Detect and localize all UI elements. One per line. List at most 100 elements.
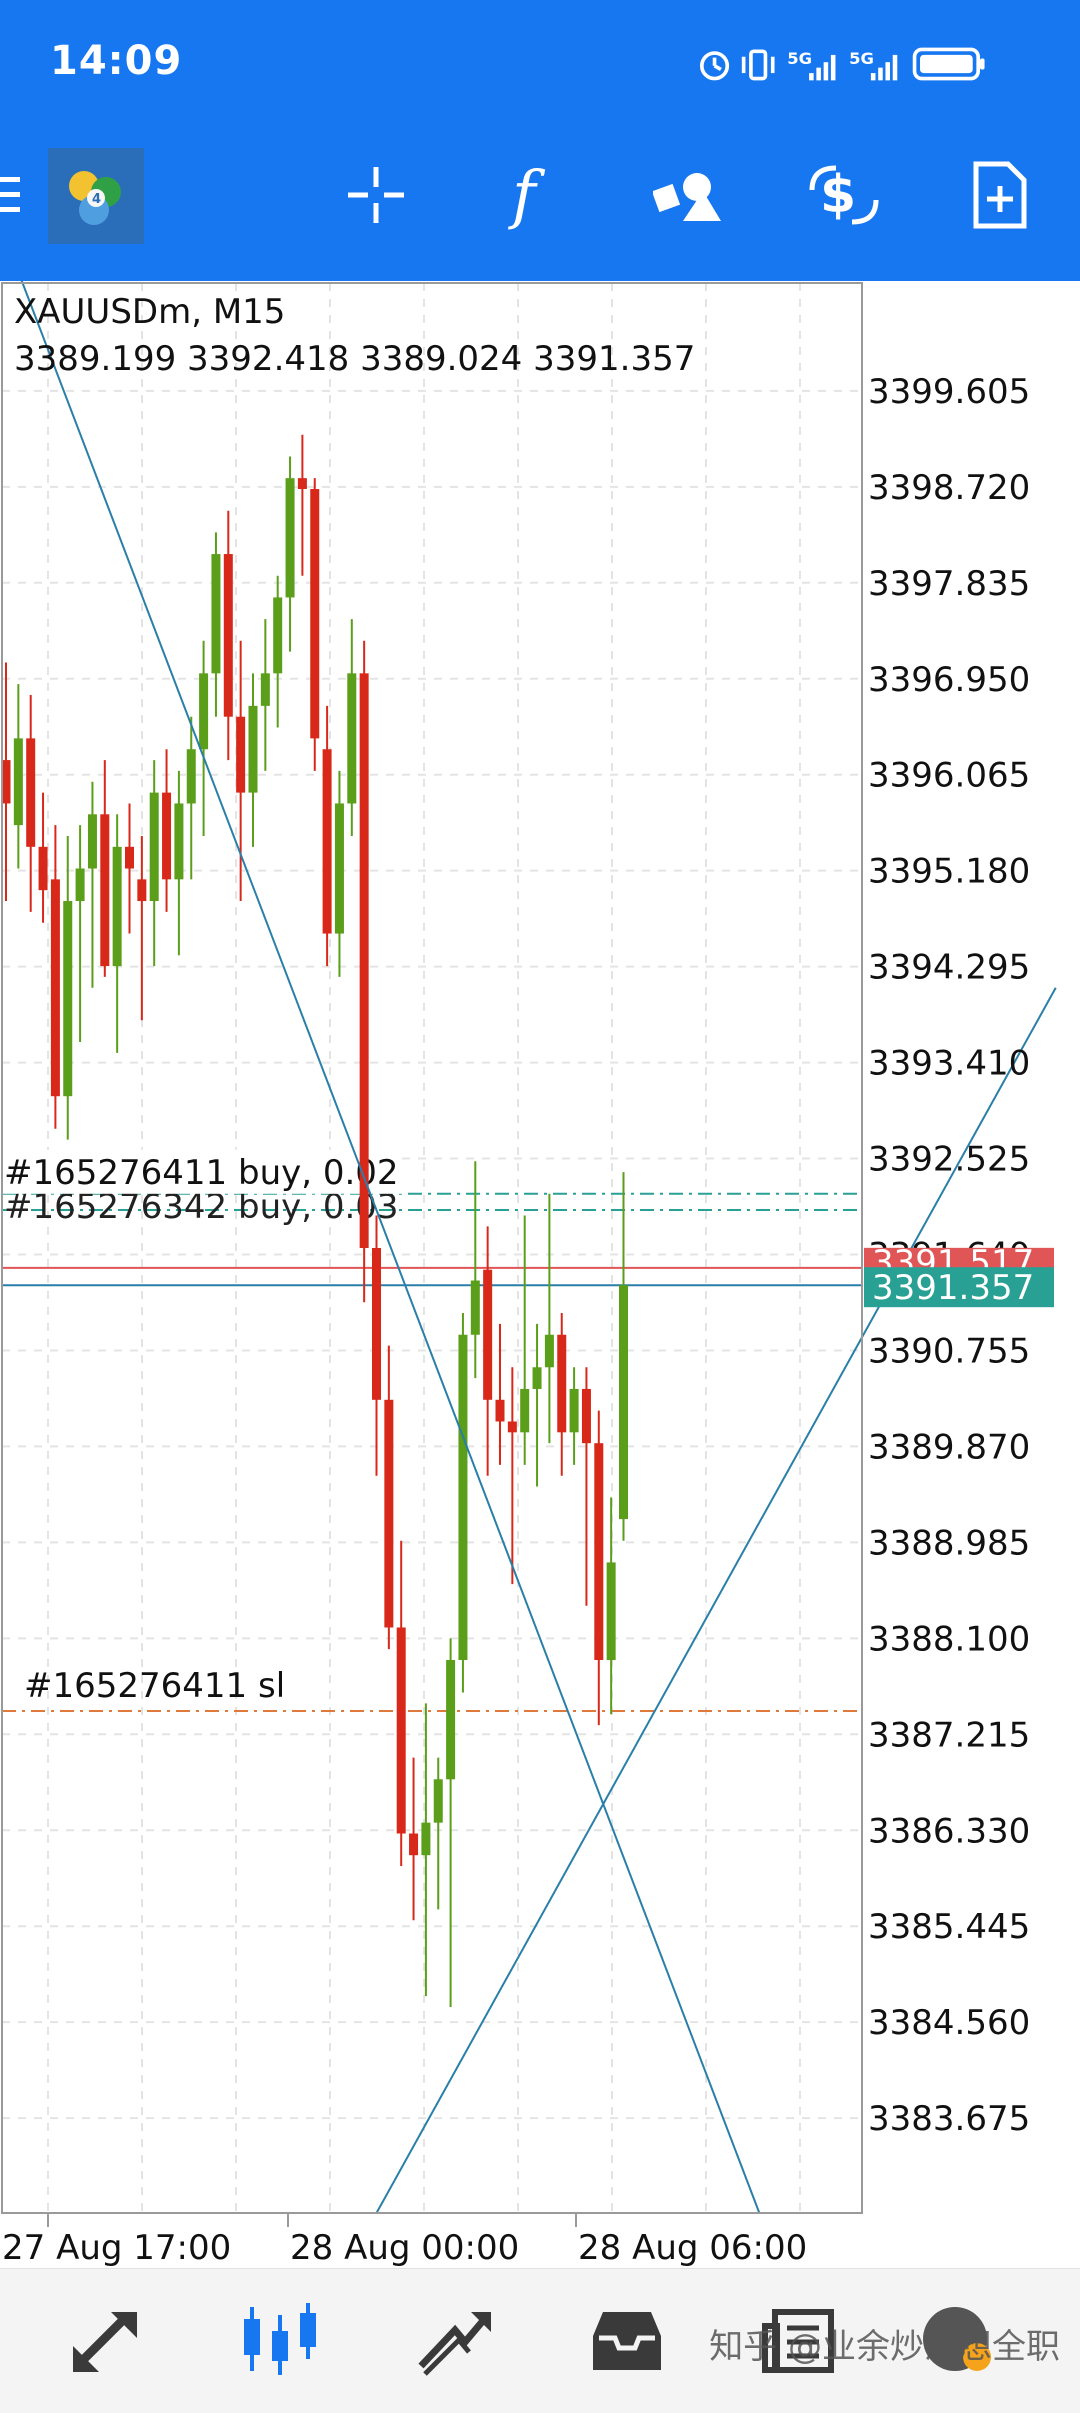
trade-icon[interactable]: $ <box>804 150 884 240</box>
svg-text:4: 4 <box>92 192 101 207</box>
y-tick-label: 3396.950 <box>868 660 1030 700</box>
y-tick-label: 3398.720 <box>868 468 1030 508</box>
candle-body <box>384 1399 394 1628</box>
candle-body <box>557 1334 567 1433</box>
signal-5g-icon: 5G <box>787 49 836 81</box>
menu-icon[interactable] <box>0 150 40 240</box>
y-tick-label: 3390.755 <box>868 1331 1030 1371</box>
candle-body <box>409 1833 419 1856</box>
candle-body <box>446 1660 456 1780</box>
candle-body <box>50 879 60 1097</box>
y-tick-label: 3387.215 <box>868 1715 1030 1755</box>
candle-body <box>334 803 344 934</box>
candle-body <box>112 846 122 967</box>
y-tick-label: 3392.525 <box>868 1140 1030 1180</box>
candle-body <box>100 814 110 967</box>
candle-body <box>495 1399 505 1422</box>
metatrader-logo-icon[interactable]: 4 <box>48 148 144 244</box>
y-tick-label: 3394.295 <box>868 948 1030 988</box>
top-app-bar: 14:09 5G 5G 4 <box>0 0 1080 281</box>
y-tick-label: 3384.560 <box>868 2003 1030 2043</box>
candle-body <box>372 1248 381 1400</box>
history-icon[interactable] <box>582 2301 672 2381</box>
x-tick-label: 28 Aug 00:00 <box>290 2228 519 2268</box>
trendline <box>20 281 761 2214</box>
sl-label: #165276411 sl <box>24 1666 285 1706</box>
trendline <box>375 987 1057 2214</box>
candle-body <box>13 738 23 826</box>
order-label-1: #165276411 buy, 0.02 <box>4 1153 399 1193</box>
candle-body <box>273 597 283 674</box>
ask-price-label: 3391.357 <box>872 1268 1034 1308</box>
plot-border <box>1 282 863 2214</box>
candle-body <box>520 1388 530 1433</box>
candle-body <box>63 901 73 1097</box>
chart-icon[interactable] <box>236 2301 326 2381</box>
y-tick-label: 3393.410 <box>868 1044 1030 1084</box>
candle-body <box>162 792 172 880</box>
candle-body <box>359 673 369 1248</box>
y-tick-label: 3383.675 <box>868 2099 1030 2139</box>
candle-body <box>470 1280 480 1335</box>
candle-body <box>174 803 184 880</box>
ohlc-label: 3389.199 3392.418 3389.024 3391.357 <box>14 339 695 379</box>
svg-text:f: f <box>508 160 546 230</box>
candlestick-chart[interactable]: #165276342 buy, 0.03#165276411 buy, 0.02… <box>0 281 1080 2271</box>
y-tick-label: 3388.100 <box>868 1619 1030 1659</box>
candle-body <box>149 792 159 902</box>
svg-text:$: $ <box>820 165 856 225</box>
messages-icon[interactable] <box>910 2301 1000 2381</box>
candle-body <box>236 716 246 793</box>
candle-body <box>421 1822 431 1856</box>
candle-body <box>199 673 209 750</box>
bottom-navigation: 知乎 @业余炒汇想全职 <box>0 2268 1080 2413</box>
candle-body <box>619 1285 628 1520</box>
candle-body <box>532 1367 542 1389</box>
y-tick-label: 3399.605 <box>868 372 1030 412</box>
y-tick-label: 3388.985 <box>868 1523 1030 1563</box>
candle-body <box>26 738 36 847</box>
candle-body <box>433 1779 443 1823</box>
candle-body <box>581 1388 591 1444</box>
crosshair-icon[interactable] <box>336 150 416 240</box>
candle-body <box>87 814 97 869</box>
candle-body <box>594 1443 604 1661</box>
new-order-icon[interactable] <box>960 150 1040 240</box>
y-tick-label: 3389.870 <box>868 1427 1030 1467</box>
candle-body <box>322 749 332 934</box>
candle-body <box>223 554 233 717</box>
candle-body <box>544 1334 554 1368</box>
objects-icon[interactable] <box>648 150 728 240</box>
svg-text:5G: 5G <box>787 49 812 68</box>
candle-body <box>458 1334 468 1661</box>
y-tick-label: 3397.835 <box>868 564 1030 604</box>
candle-body <box>483 1269 493 1400</box>
status-time: 14:09 <box>50 38 183 84</box>
candle-body <box>347 673 357 804</box>
candle-body <box>186 749 196 804</box>
indicators-icon[interactable]: f <box>492 150 572 240</box>
candle-body <box>297 478 307 490</box>
candle-body <box>125 846 134 869</box>
candle-body <box>507 1421 517 1433</box>
candle-body <box>211 554 221 674</box>
news-icon[interactable] <box>756 2301 846 2381</box>
chart-area[interactable]: #165276342 buy, 0.03 #165276411 buy, 0.02… <box>0 281 1080 2271</box>
x-tick-label: 27 Aug 17:00 <box>2 2228 231 2268</box>
status-icons: 5G 5G <box>700 47 985 81</box>
signal-5g-icon: 5G <box>849 49 898 81</box>
candle-body <box>606 1562 616 1661</box>
y-tick-label: 3396.065 <box>868 756 1030 796</box>
candle-body <box>75 868 85 902</box>
y-tick-label: 3386.330 <box>868 1811 1030 1851</box>
candle-body <box>396 1627 406 1834</box>
candle-body <box>569 1388 579 1433</box>
candle-body <box>137 879 147 902</box>
candle-body <box>38 846 48 891</box>
order-label-1-bg <box>2 1149 402 1194</box>
quotes-icon[interactable] <box>62 2301 152 2381</box>
trade-icon[interactable] <box>410 2301 500 2381</box>
y-tick-label: 3395.180 <box>868 852 1030 892</box>
candle-body <box>260 673 270 706</box>
x-tick-label: 28 Aug 06:00 <box>578 2228 807 2268</box>
